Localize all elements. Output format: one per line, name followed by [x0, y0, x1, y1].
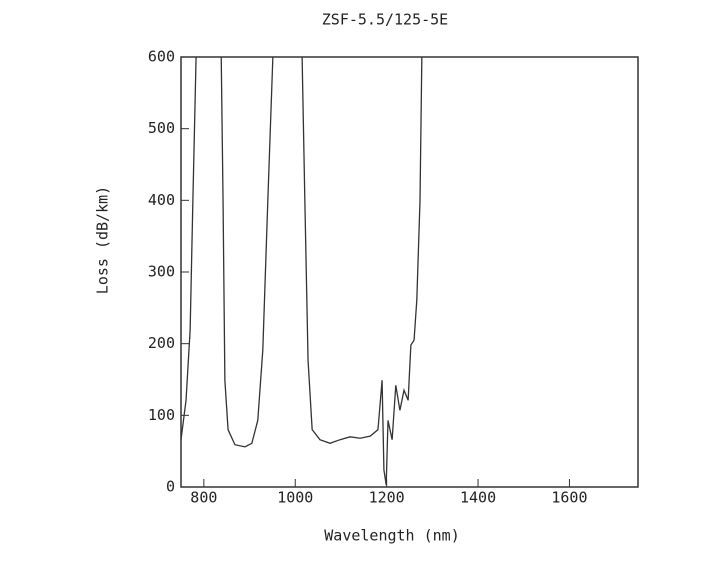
y-tick-label: 400 [148, 191, 175, 209]
line [180, 56, 423, 485]
x-tick-label: 800 [190, 489, 217, 507]
x-tick-label: 1200 [369, 489, 405, 507]
chart-title: ZSF-5.5/125-5E [322, 11, 448, 29]
x-tick-label: 1400 [460, 489, 496, 507]
y-tick-label: 300 [148, 263, 175, 281]
y-tick-label: 100 [148, 406, 175, 424]
x-tick-label: 1000 [277, 489, 313, 507]
x-tick-label: 1600 [551, 489, 587, 507]
y-tick-label: 0 [166, 478, 175, 496]
y-tick-label: 200 [148, 334, 175, 352]
plot-frame [180, 56, 639, 488]
y-axis-label: Loss (dB/km) [94, 186, 112, 294]
x-axis-label: Wavelength (nm) [324, 527, 459, 545]
y-tick-label: 500 [148, 119, 175, 137]
y-tick-label: 600 [148, 48, 175, 66]
